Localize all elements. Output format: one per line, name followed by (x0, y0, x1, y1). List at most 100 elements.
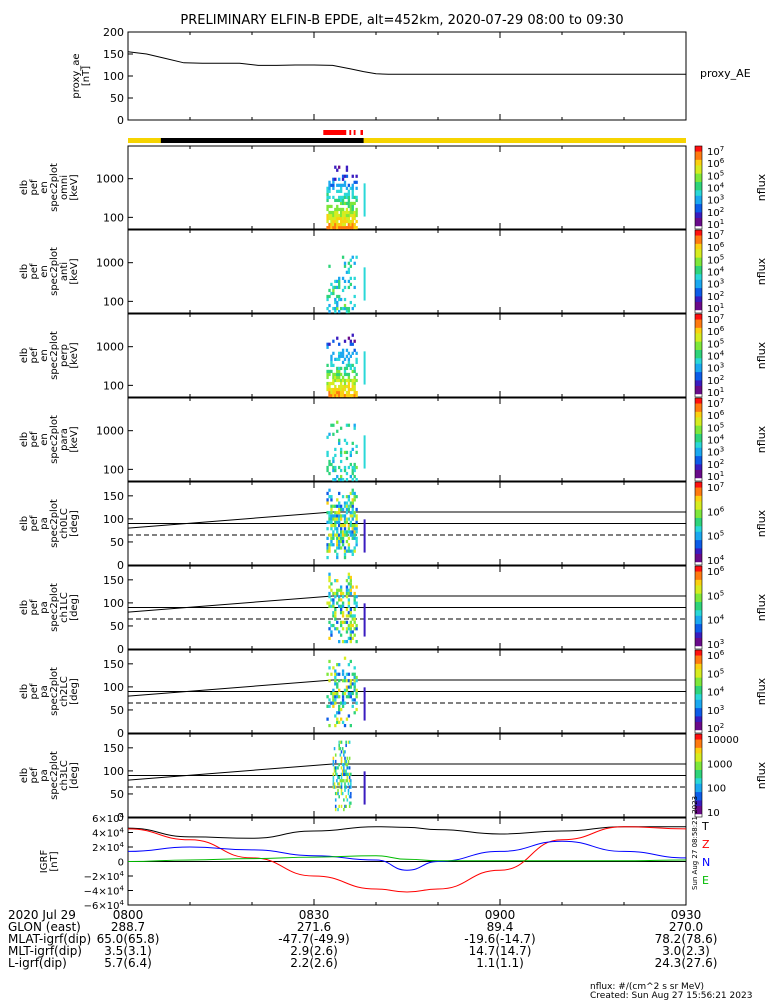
colorbar-segment (695, 739, 702, 743)
colorbar-segment (695, 299, 702, 303)
spectrogram-pixel (328, 636, 331, 640)
colorbar-segment (695, 355, 702, 359)
spectrogram-pixel (355, 507, 358, 512)
colorbar-segment (695, 458, 702, 463)
spectrogram-pixel (326, 387, 329, 392)
colorbar-segment (695, 747, 702, 752)
spectrogram-pixel (349, 207, 352, 212)
colorbar-segment (695, 170, 702, 175)
spectrogram-pixel (328, 186, 331, 190)
spec-panel-ylabel-line: spec2plot (49, 583, 60, 632)
colorbar-segment (695, 811, 702, 815)
spectrogram-pixel (332, 387, 335, 392)
spectrogram-pixel (348, 795, 351, 799)
spectrogram-pixel (345, 165, 349, 169)
spectrogram-pixel (340, 772, 343, 776)
spectrogram-pixel (341, 720, 345, 724)
spectrogram-pixel (351, 183, 354, 187)
spectrogram-pixel (332, 782, 335, 786)
spectrogram-pixel (345, 366, 349, 371)
spectrogram-pixel (353, 348, 356, 352)
spectrogram-pixel (332, 598, 335, 602)
colorbar-segment (695, 652, 702, 657)
colorbar-segment (695, 736, 702, 741)
spectrogram-pixel (353, 591, 356, 596)
spectrogram-pixel (326, 345, 329, 349)
spectrogram-pixel (351, 477, 354, 482)
spectrogram-pixel (355, 195, 358, 200)
spectrogram-pixel (334, 533, 337, 537)
colorbar-segment (695, 349, 702, 354)
spectrogram-pixel (345, 759, 347, 764)
spec-panel-ylabel-line: pa (39, 517, 50, 529)
spectrogram-pixel (353, 366, 356, 371)
spectrogram-pixel (349, 639, 352, 644)
spectrogram-pixel (326, 543, 329, 547)
spectrogram-pixel (343, 517, 347, 521)
spectrogram-pixel (351, 333, 354, 337)
colorbar-segment (695, 661, 702, 665)
spectrogram-pixel (339, 216, 343, 221)
spectrogram-pixel (338, 501, 341, 505)
colorbar-tick-label: 103 (707, 704, 724, 717)
spectrogram-pixel (351, 630, 354, 634)
spec-panel-ylabel-line: ch1LC (59, 592, 70, 623)
spectrogram-pixel (353, 685, 356, 689)
colorbar-segment (695, 162, 702, 166)
spectrogram-pixel (347, 772, 350, 776)
spectrogram-pixel (349, 354, 352, 358)
spectrogram-pixel (343, 533, 347, 537)
spectrogram-pixel (334, 390, 337, 395)
colorbar-segment (695, 615, 702, 620)
colorbar-segment (695, 176, 702, 180)
spectrogram-pixel (346, 763, 349, 767)
spectrogram-pixel (338, 285, 341, 290)
spectrogram-pixel (338, 491, 341, 496)
y-tick-label: −6×104 (84, 899, 125, 912)
igrf-legend-N: N (702, 856, 710, 869)
spectrogram-pixel (332, 666, 335, 670)
spectrogram-pixel (355, 604, 358, 608)
spectrogram-pixel (336, 183, 339, 187)
spectrogram-pixel (328, 189, 331, 193)
colorbar-segment (695, 403, 702, 407)
spectrogram-pixel (332, 381, 335, 386)
spectrogram-pixel (347, 201, 351, 206)
spectrogram-pixel (328, 387, 331, 392)
spectrogram-pixel (353, 711, 356, 715)
spectrogram-pixel (345, 717, 349, 721)
spectrogram-pixel (355, 627, 358, 631)
colorbar-segment (695, 559, 702, 563)
spectrogram-pixel (347, 465, 351, 470)
spectrogram-pixel (330, 504, 333, 508)
spectrogram-pixel (328, 342, 331, 346)
spectrogram-pixel (349, 387, 352, 392)
ephemeris-row-label: L-igrf(dip) (8, 956, 67, 970)
spectrogram-pixel (341, 611, 345, 615)
colorbar-segment (695, 274, 702, 278)
colorbar-segment (695, 409, 702, 413)
spectrogram-pixel (353, 387, 356, 392)
spectrogram-pixel (338, 704, 341, 708)
colorbar-segment (695, 327, 702, 332)
spectrogram-pixel (349, 630, 352, 634)
spectrogram-pixel (355, 351, 358, 355)
spectrogram-pixel (351, 501, 354, 505)
y-tick-label: 150 (103, 490, 124, 503)
spectrogram-pixel (338, 630, 341, 634)
colorbar-label: nflux (755, 425, 768, 453)
spectrogram-pixel (345, 639, 349, 644)
spectrogram-pixel (350, 779, 352, 783)
colorbar-segment (695, 643, 702, 647)
spectrogram-pixel (351, 536, 354, 540)
igrf-legend-Z: Z (702, 838, 710, 851)
spectrogram-streak (363, 435, 366, 469)
colorbar-segment (695, 637, 702, 642)
spectrogram-pixel (334, 384, 337, 389)
igrf-series-Z (127, 826, 687, 893)
spec-panel-ylabel-line: en (39, 181, 50, 194)
spectrogram-pixel (355, 530, 358, 534)
spectrogram-pixel (330, 291, 333, 296)
